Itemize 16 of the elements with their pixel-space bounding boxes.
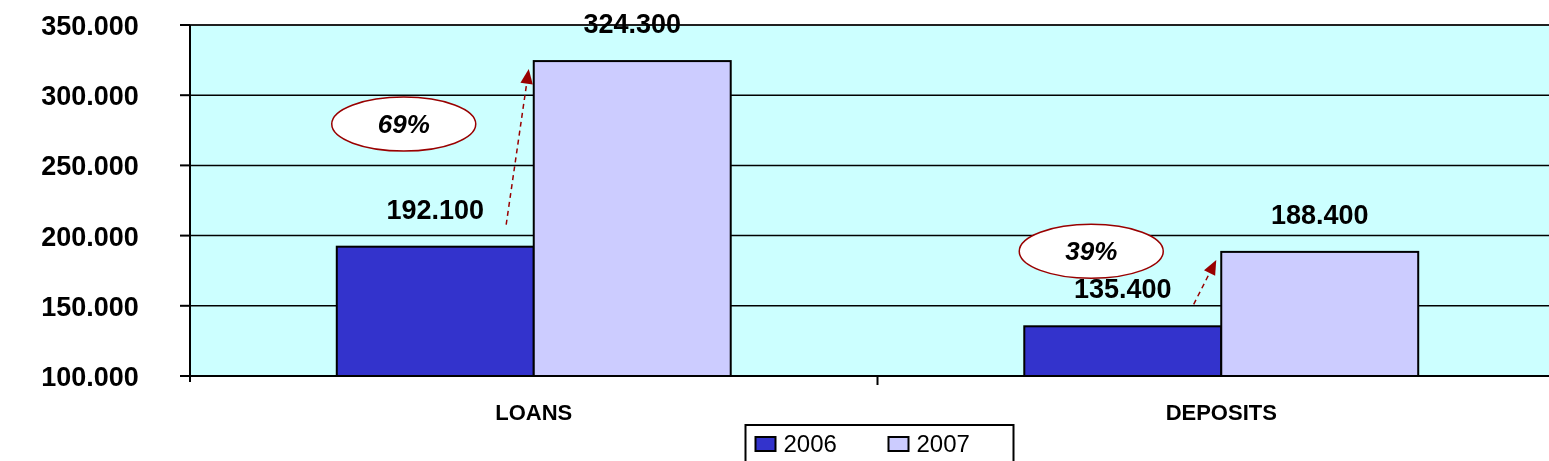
x-tick-label: LOANS — [495, 400, 573, 425]
y-tick-label: 150.000 — [41, 291, 139, 322]
annotation: 69% — [377, 109, 430, 140]
y-tick-label: 300.000 — [41, 81, 139, 112]
legend-label: 2006 — [783, 430, 837, 457]
y-tick-label: 100.000 — [41, 362, 139, 392]
oval-callout: 69% — [331, 96, 477, 152]
legend-label: 2007 — [916, 430, 970, 457]
oval-callout: 39% — [1018, 223, 1164, 280]
y-tick-label: 200.000 — [41, 221, 139, 252]
data-label: 192.100 — [386, 194, 485, 225]
y-tick-label: 350.000 — [41, 11, 139, 41]
annotation: 39% — [1065, 236, 1118, 267]
x-tick-label: DEPOSITS — [1165, 400, 1277, 425]
y-tick-label: 250.000 — [41, 151, 139, 182]
data-label: 188.400 — [1270, 199, 1369, 230]
